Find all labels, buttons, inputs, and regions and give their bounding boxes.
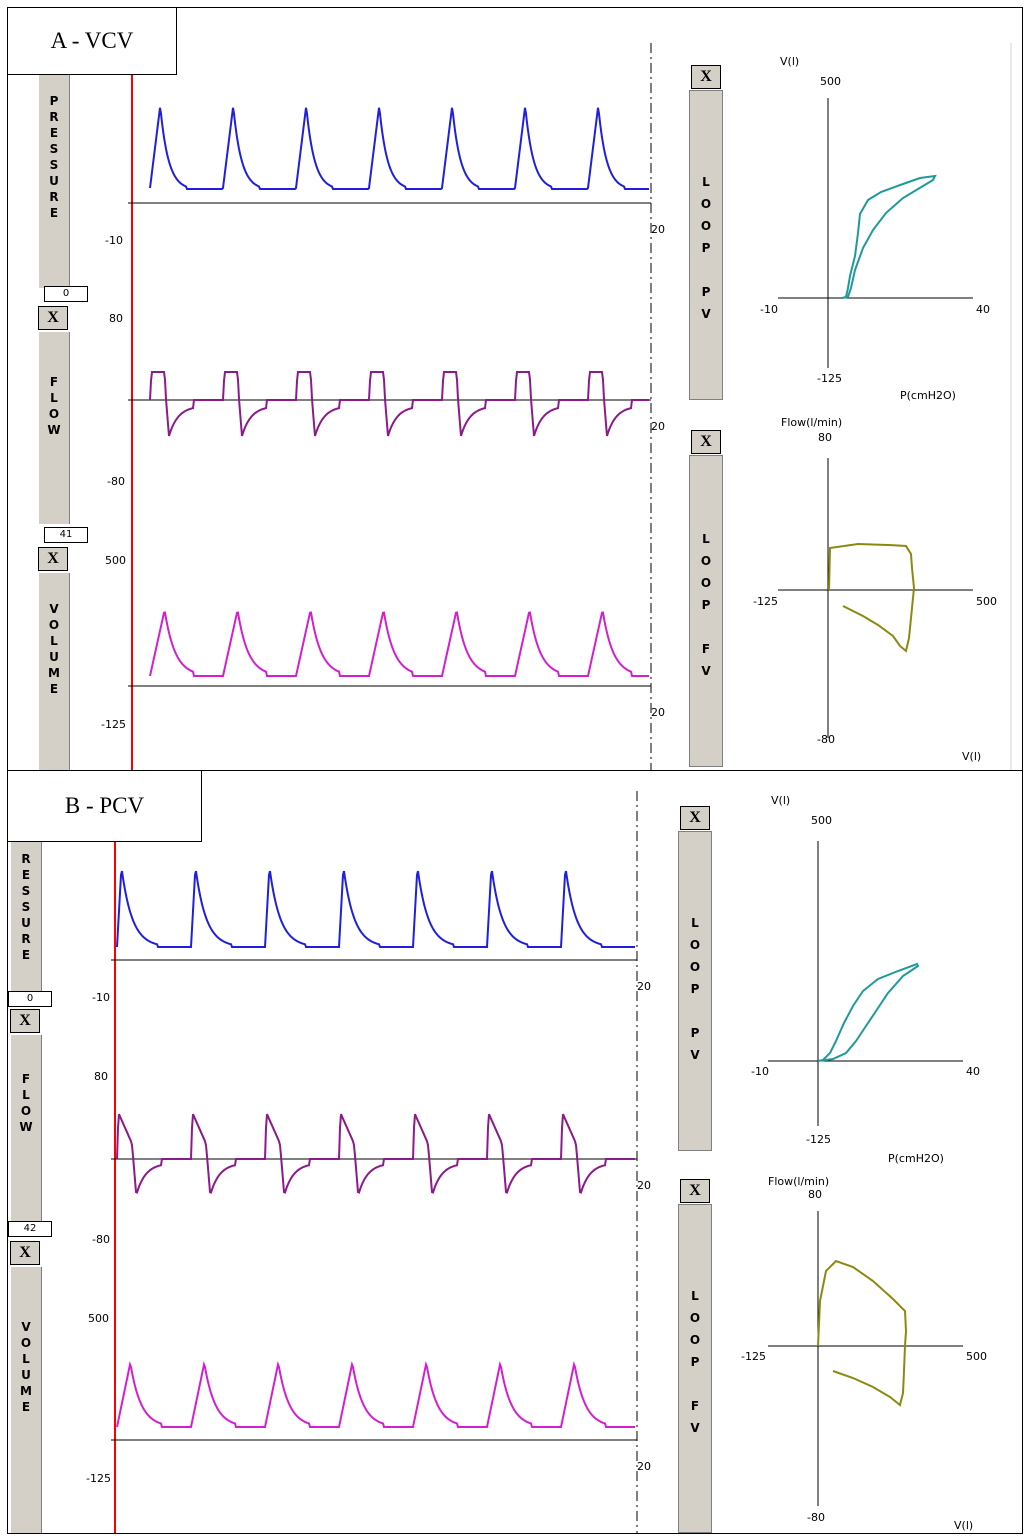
pv-loop-y-min: -125: [806, 1133, 831, 1146]
time-end-label: 20: [637, 980, 651, 993]
pv-loop-y-label: V(l): [780, 55, 799, 68]
loop-pv-button[interactable]: L O O P P V: [689, 90, 723, 400]
flow-min-label: -80: [92, 1233, 110, 1246]
close-fv-loop-button[interactable]: X: [691, 430, 721, 454]
tab-flow[interactable]: F L O W: [38, 332, 70, 524]
tab-pressure-label: P R E S S U R E: [49, 94, 59, 220]
pv-loop-x-label: P(cmH2O): [900, 389, 956, 402]
fv-loop-x-min: -125: [741, 1350, 766, 1363]
volume-max-label: 500: [88, 1312, 109, 1325]
flow-trace: [149, 371, 649, 437]
pressure-value: 0: [8, 991, 52, 1007]
volume-min-label: -125: [86, 1472, 111, 1485]
pv-loop-x-min: -10: [751, 1065, 769, 1078]
fv-loop-x-min: -125: [753, 595, 778, 608]
fv-loop-y-label: Flow(l/min): [768, 1175, 829, 1188]
close-pv-loop-button[interactable]: X: [680, 806, 710, 830]
close-fv-loop-button[interactable]: X: [680, 1179, 710, 1203]
close-volume-button[interactable]: X: [10, 1241, 40, 1265]
fv-loop-trace: [828, 542, 916, 653]
pv-loop-y-max: 500: [811, 814, 832, 827]
time-end-label: 20: [637, 1179, 651, 1192]
fv-loop-x-label: V(l): [962, 750, 981, 763]
loop-fv-button[interactable]: L O O P F V: [678, 1204, 712, 1533]
volume-trace: [116, 1361, 635, 1428]
panel-title: A - VCV: [8, 8, 177, 75]
pv-loop-y-min: -125: [817, 372, 842, 385]
waveform-area: -10 80 -80 500 -125 20 20 20 V(l) 500 -1…: [86, 791, 987, 1533]
close-flow-button[interactable]: X: [38, 306, 68, 330]
time-end-label: 20: [651, 420, 665, 433]
tab-volume-label: V O L U M E: [20, 1320, 32, 1414]
tab-pressure-label: R E S S U R E: [21, 852, 31, 962]
pv-loop-trace: [841, 174, 937, 299]
volume-trace: [149, 611, 649, 677]
panel-vcv: A - VCV P R E S S U R E 0 X F L O W 41 X…: [7, 7, 1023, 771]
waveform-tabs: R E S S U R E 0 X F L O W 42 X V O L U M…: [8, 771, 52, 1533]
pv-loop-x-max: 40: [976, 303, 990, 316]
loop-pv-label: L O O P P V: [700, 175, 712, 321]
volume-min-label: -125: [101, 718, 126, 731]
time-end-label: 20: [637, 1460, 651, 1473]
loop-fv-button[interactable]: L O O P F V: [689, 455, 723, 767]
close-volume-button[interactable]: X: [38, 547, 68, 571]
pv-loop-y-max: 500: [820, 75, 841, 88]
fv-loop-y-max: 80: [808, 1188, 822, 1201]
fv-loop-x-max: 500: [976, 595, 997, 608]
time-end-label: 20: [651, 706, 665, 719]
fv-loop-x-label: V(l): [954, 1519, 973, 1532]
flow-min-label: -80: [107, 475, 125, 488]
pressure-trace: [149, 107, 649, 190]
pressure-trace: [116, 870, 635, 948]
waveform-area: -10 80 -80 500 -125 20 20 20 V(l) 500 -1…: [101, 43, 1012, 770]
pressure-value: 0: [44, 286, 88, 302]
fv-loop-y-label: Flow(l/min): [781, 416, 842, 429]
tab-volume[interactable]: V O L U M E: [10, 1267, 42, 1533]
close-pv-loop-button[interactable]: X: [691, 65, 721, 89]
time-end-label: 20: [651, 223, 665, 236]
fv-loop-y-min: -80: [807, 1511, 825, 1524]
tab-pressure[interactable]: R E S S U R E: [10, 841, 42, 993]
volume-max-label: 500: [105, 554, 126, 567]
pressure-min-label: -10: [92, 991, 110, 1004]
waveform-tabs: P R E S S U R E 0 X F L O W 41 X V O L U…: [36, 8, 88, 770]
close-flow-button[interactable]: X: [10, 1009, 40, 1033]
loop-fv-label: L O O P F V: [700, 532, 712, 678]
flow-value: 42: [8, 1221, 52, 1237]
pressure-min-label: -10: [105, 234, 123, 247]
flow-max-label: 80: [109, 312, 123, 325]
fv-loop-trace: [817, 1259, 908, 1407]
flow-max-label: 80: [94, 1070, 108, 1083]
fv-loop-y-max: 80: [818, 431, 832, 444]
pv-loop-trace: [817, 962, 920, 1062]
pv-loop-y-label: V(l): [771, 794, 790, 807]
tab-volume[interactable]: V O L U M E: [38, 573, 70, 770]
tab-flow[interactable]: F L O W: [10, 1035, 42, 1223]
tab-flow-label: F L O W: [19, 1072, 33, 1134]
panel-pcv: B - PCV R E S S U R E 0 X F L O W 42 X V…: [7, 770, 1023, 1534]
fv-loop-x-max: 500: [966, 1350, 987, 1363]
loop-pv-button[interactable]: L O O P P V: [678, 831, 712, 1151]
loop-pv-label: L O O P P V: [689, 916, 701, 1062]
pv-loop-x-label: P(cmH2O): [888, 1152, 944, 1165]
tab-flow-label: F L O W: [47, 375, 61, 437]
tab-volume-label: V O L U M E: [48, 602, 60, 696]
loop-fv-label: L O O P F V: [689, 1289, 701, 1435]
pv-loop-x-max: 40: [966, 1065, 980, 1078]
flow-trace: [116, 1113, 635, 1194]
fv-loop-y-min: -80: [817, 733, 835, 746]
pv-loop-x-min: -10: [760, 303, 778, 316]
tab-pressure[interactable]: P R E S S U R E: [38, 63, 70, 288]
panel-title: B - PCV: [8, 771, 202, 842]
flow-value: 41: [44, 527, 88, 543]
